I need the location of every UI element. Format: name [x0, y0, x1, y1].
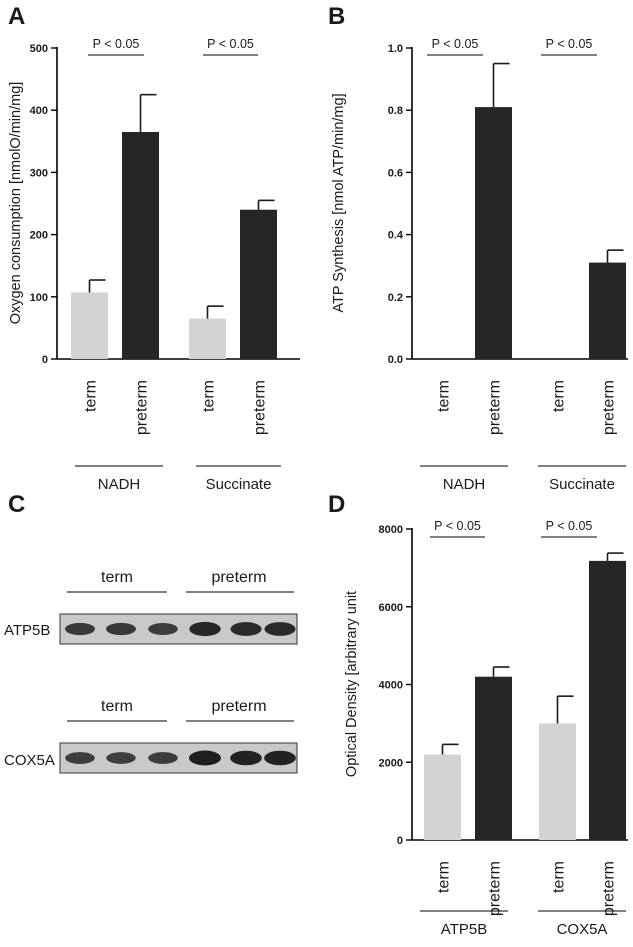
chart-b-category-label: preterm	[601, 380, 618, 435]
chart-d-bar-atp5b-term	[424, 754, 461, 840]
chart-a-bar-nadh-term	[71, 292, 108, 359]
blot-band	[264, 750, 296, 766]
chart-b-y-axis-title: ATP Synthesis [nmol ATP/min/mg]	[331, 93, 347, 312]
blot-1-term-label: term	[101, 569, 133, 586]
chart-d-bar-cox5a-term	[539, 723, 576, 840]
blot-1-preterm-label: preterm	[211, 569, 266, 586]
chart-b-y-tick-label: 1.0	[388, 43, 403, 55]
chart-d-y-tick-label: 8000	[379, 524, 403, 536]
panel-label-a: A	[8, 3, 25, 30]
chart-b-group-label: Succinate	[549, 476, 615, 493]
blot-2-membrane	[59, 742, 298, 774]
chart-b-bar-succinate-preterm	[589, 262, 626, 359]
chart-a-category-label: preterm	[134, 380, 151, 435]
panel-label-b: B	[328, 3, 345, 30]
chart-a-category-label: preterm	[252, 380, 269, 435]
blot-2-term-label: term	[101, 698, 133, 715]
chart-a-y-tick-label: 0	[42, 354, 48, 366]
chart-a-y-tick-label: 200	[30, 230, 48, 242]
chart-d-category-label: preterm	[487, 861, 504, 916]
blot-band	[65, 752, 95, 764]
chart-a-y-tick-label: 300	[30, 167, 48, 179]
blot-band	[148, 623, 178, 635]
chart-b-y-tick-label: 0.4	[388, 230, 404, 242]
chart-b-y-tick-label: 0.6	[388, 167, 403, 179]
western-blot-panel: term preterm ATP5B term preterm COX5A	[4, 569, 298, 774]
blot-band	[148, 752, 178, 764]
chart-b-significance-label: P < 0.05	[432, 37, 479, 51]
blot-band	[106, 622, 136, 636]
chart-a-y-tick-label: 500	[30, 43, 48, 55]
chart-a-bar-succinate-preterm	[240, 209, 277, 359]
blot-2-bands	[65, 750, 296, 766]
chart-d-y-tick-label: 2000	[379, 757, 403, 769]
chart-d-bar-cox5a-preterm	[589, 560, 626, 840]
chart-b-y-tick-label: 0.2	[388, 292, 403, 304]
chart-b-significance-label: P < 0.05	[546, 37, 593, 51]
blot-band	[189, 750, 221, 766]
chart-b-category-label: term	[551, 380, 568, 412]
panel-label-d: D	[328, 491, 345, 518]
chart-a-significance-label: P < 0.05	[207, 37, 254, 51]
chart-d-bar-atp5b-preterm	[475, 676, 512, 840]
blot-1-protein-label: ATP5B	[4, 622, 50, 639]
chart-d-group-label: ATP5B	[441, 921, 487, 938]
chart-d-optical-density: 0 2000 4000 6000 8000 term preterm P < 0.05 ATP5…	[379, 519, 628, 938]
chart-d-y-tick-label: 0	[397, 835, 403, 847]
chart-a-y-tick-label: 400	[30, 105, 48, 117]
chart-a-category-label: term	[201, 380, 218, 412]
chart-d-category-label: term	[436, 861, 453, 893]
chart-a-oxygen-consumption: 0 100 200 300 400 500 term preterm P < 0.05 NADH t…	[30, 37, 300, 493]
chart-d-category-label: term	[551, 861, 568, 893]
chart-b-group-label: NADH	[443, 476, 486, 493]
blot-band	[189, 621, 221, 637]
blot-2-protein-label: COX5A	[4, 752, 55, 769]
chart-a-bar-succinate-term	[189, 318, 226, 359]
chart-a-y-tick-label: 100	[30, 292, 48, 304]
blot-band	[230, 750, 262, 766]
chart-b-y-tick-label: 0.8	[388, 105, 403, 117]
chart-d-y-axis-title: Optical Density [arbitrary unit	[344, 591, 360, 777]
chart-b-bar-nadh-preterm	[475, 107, 512, 359]
chart-a-group-label: NADH	[98, 476, 141, 493]
chart-d-y-tick-label: 6000	[379, 602, 403, 614]
chart-d-y-tick-label: 4000	[379, 680, 403, 692]
blot-band	[264, 622, 296, 636]
chart-b-category-label: term	[436, 380, 453, 412]
chart-a-significance-label: P < 0.05	[93, 37, 140, 51]
chart-b-category-label: preterm	[487, 380, 504, 435]
chart-b-y-tick-label: 0.0	[388, 354, 403, 366]
blot-band	[230, 622, 262, 636]
chart-d-group-label: COX5A	[557, 921, 608, 938]
chart-b-atp-synthesis: 0.0 0.2 0.4 0.6 0.8 1.0 term preterm P < 0.05 NAD…	[388, 37, 628, 493]
panel-label-c: C	[8, 491, 25, 518]
blot-1-bands	[65, 621, 296, 637]
chart-a-category-label: term	[83, 380, 100, 412]
chart-a-bar-nadh-preterm	[122, 131, 159, 359]
chart-d-significance-label: P < 0.05	[434, 519, 481, 533]
chart-d-significance-label: P < 0.05	[546, 519, 593, 533]
blot-band	[106, 752, 136, 764]
blot-2-preterm-label: preterm	[211, 698, 266, 715]
chart-a-group-label: Succinate	[206, 476, 272, 493]
chart-d-category-label: preterm	[601, 861, 618, 916]
blot-band	[65, 622, 95, 636]
chart-a-y-axis-title: Oxygen consumption [nmolO/min/mg]	[8, 82, 24, 325]
